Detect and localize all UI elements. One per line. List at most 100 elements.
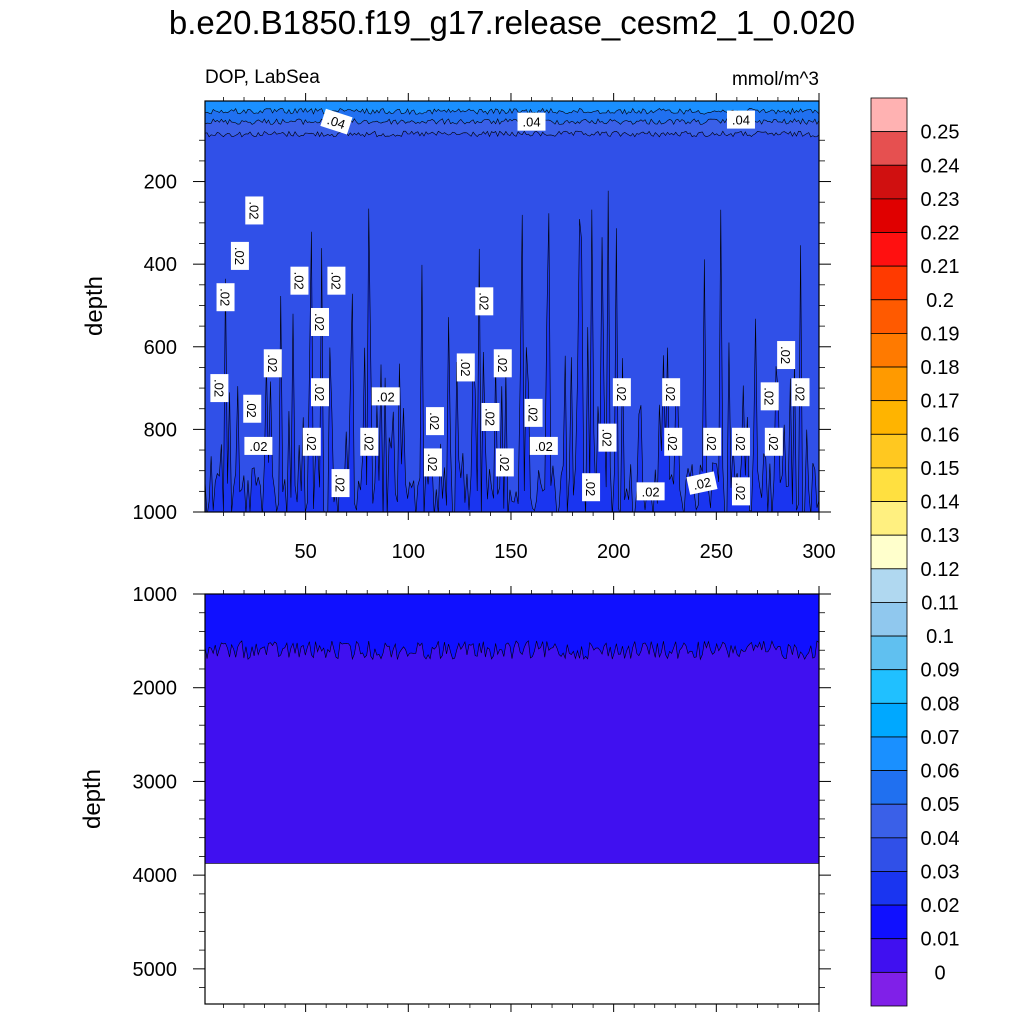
contour-label-text: .04 bbox=[732, 113, 750, 128]
contour-label-box bbox=[423, 448, 442, 477]
contour-label-box bbox=[425, 407, 444, 436]
contour-label: .02 bbox=[456, 353, 475, 382]
x-tick-label: 50 bbox=[294, 541, 316, 563]
colorbar-box bbox=[870, 501, 908, 536]
contour-label-text: .02 bbox=[304, 433, 319, 451]
colorbar-label: 0.22 bbox=[921, 223, 960, 245]
chart-title: b.e20.B1850.f19_g17.release_cesm2_1_0.02… bbox=[168, 4, 856, 41]
contour-label-text: .04 bbox=[522, 115, 540, 130]
contour-label: .02 bbox=[423, 448, 442, 477]
contour-label-text: .02 bbox=[583, 478, 598, 496]
colorbar-box bbox=[870, 938, 908, 973]
contour-label-box bbox=[245, 196, 264, 225]
contour-label-text: .02 bbox=[333, 474, 348, 492]
contour-label-box bbox=[686, 471, 718, 495]
contour-label: .02 bbox=[327, 266, 346, 295]
contour-label-box bbox=[731, 427, 750, 456]
top-left-string: DOP, LabSea bbox=[205, 67, 320, 88]
y-tick-label: 1000 bbox=[133, 584, 178, 606]
colorbar-label: 0.08 bbox=[921, 693, 960, 715]
contour-label: .02 bbox=[612, 378, 631, 407]
colorbar-box bbox=[870, 232, 908, 267]
colorbar-box bbox=[870, 803, 908, 839]
contour-label: .02 bbox=[529, 436, 558, 455]
contour-label-box bbox=[456, 353, 475, 382]
x-tick-label: 250 bbox=[700, 541, 733, 563]
contour-label-box bbox=[524, 398, 543, 427]
contour-label-box bbox=[582, 473, 601, 502]
top-spike-fill bbox=[205, 190, 819, 512]
contour-label-text: .02 bbox=[535, 439, 553, 454]
y-tick-label: 2000 bbox=[133, 678, 178, 700]
contour-label: .02 bbox=[777, 341, 796, 370]
contour-label: .02 bbox=[331, 469, 350, 498]
colorbar-label: 0.1 bbox=[926, 626, 954, 648]
colorbar-label: 0.04 bbox=[921, 828, 960, 850]
colorbar-box bbox=[870, 400, 908, 435]
bottom-axis-ticks: 1000 2000 3000 4000 5000 bbox=[133, 584, 831, 1012]
contour-label-text: .02 bbox=[497, 453, 512, 471]
contour-label: .02 bbox=[310, 378, 329, 407]
top-contour-labels: .04 .04 .04 .02 .02 .02 .02 .02 .02 .02 .02 .02 .02.… bbox=[210, 108, 810, 506]
contour-label-box bbox=[475, 287, 494, 316]
contour-label-text: .02 bbox=[361, 433, 376, 451]
colorbar-label: 0 bbox=[934, 962, 945, 984]
contour-label: .02 bbox=[425, 407, 444, 436]
contour-label: .04 bbox=[320, 108, 353, 135]
contour-label-text: .02 bbox=[427, 412, 442, 430]
top-contour-fills bbox=[205, 101, 819, 512]
contour-label-box bbox=[263, 349, 282, 378]
colorbar-box bbox=[870, 433, 908, 469]
colorbar-box bbox=[870, 702, 908, 738]
contour-label-box bbox=[302, 427, 321, 456]
contour-label-box bbox=[529, 436, 558, 455]
contour-label-box bbox=[731, 477, 750, 506]
contour-label-text: .02 bbox=[733, 482, 748, 500]
contour-label-box bbox=[210, 374, 229, 403]
colorbar-label: 0.03 bbox=[921, 861, 960, 883]
contour-label-text: .02 bbox=[328, 272, 343, 290]
contour-label: .04 bbox=[517, 112, 546, 131]
colorbar-label: 0.25 bbox=[921, 122, 960, 144]
colorbar-box bbox=[870, 467, 908, 502]
contour-label: .02 bbox=[230, 241, 249, 270]
contour-label: .02 bbox=[662, 378, 681, 407]
contour-label-text: .02 bbox=[244, 400, 259, 418]
contour-label: .02 bbox=[493, 349, 512, 378]
y-tick-label: 3000 bbox=[133, 771, 178, 793]
colorbar-label: 0.11 bbox=[921, 592, 958, 614]
contour-label-text: .02 bbox=[614, 383, 629, 401]
contour-label-text: .02 bbox=[526, 404, 541, 422]
contour-label-box bbox=[664, 427, 683, 456]
contour-label-box bbox=[243, 394, 262, 423]
y-tick-label: 4000 bbox=[133, 865, 178, 887]
contour-label-text: .02 bbox=[425, 453, 440, 471]
x-tick-label: 200 bbox=[597, 541, 630, 563]
contour-label: .02 bbox=[764, 427, 783, 456]
contour-label: .02 bbox=[636, 482, 665, 501]
colorbar-label: 0.02 bbox=[921, 895, 960, 917]
contour-label-box bbox=[662, 378, 681, 407]
contour-label-text: .02 bbox=[599, 429, 614, 447]
contour-label-text: .02 bbox=[249, 439, 267, 454]
colorbar-box bbox=[870, 770, 908, 805]
contour-label-box bbox=[481, 402, 500, 431]
contour-label: .02 bbox=[263, 349, 282, 378]
contour-label: .04 bbox=[726, 110, 755, 129]
contour-label: .02 bbox=[703, 427, 722, 456]
bottom-deep-band bbox=[205, 640, 819, 864]
contour-label-box bbox=[726, 110, 755, 129]
contour-label: .02 bbox=[731, 477, 750, 506]
top-right-string: mmol/m^3 bbox=[732, 69, 819, 90]
colorbar-label: 0.24 bbox=[921, 155, 960, 177]
contour-label-box bbox=[327, 266, 346, 295]
contour-label-box bbox=[244, 436, 273, 455]
contour-label-box bbox=[495, 448, 514, 477]
contour-label-box bbox=[360, 427, 379, 456]
contour-label-text: .02 bbox=[762, 387, 777, 405]
colorbar-box bbox=[870, 635, 908, 671]
contour-label-text: .02 bbox=[377, 389, 395, 404]
contour-label-text: .02 bbox=[733, 433, 748, 451]
contour-label-box bbox=[290, 266, 309, 295]
